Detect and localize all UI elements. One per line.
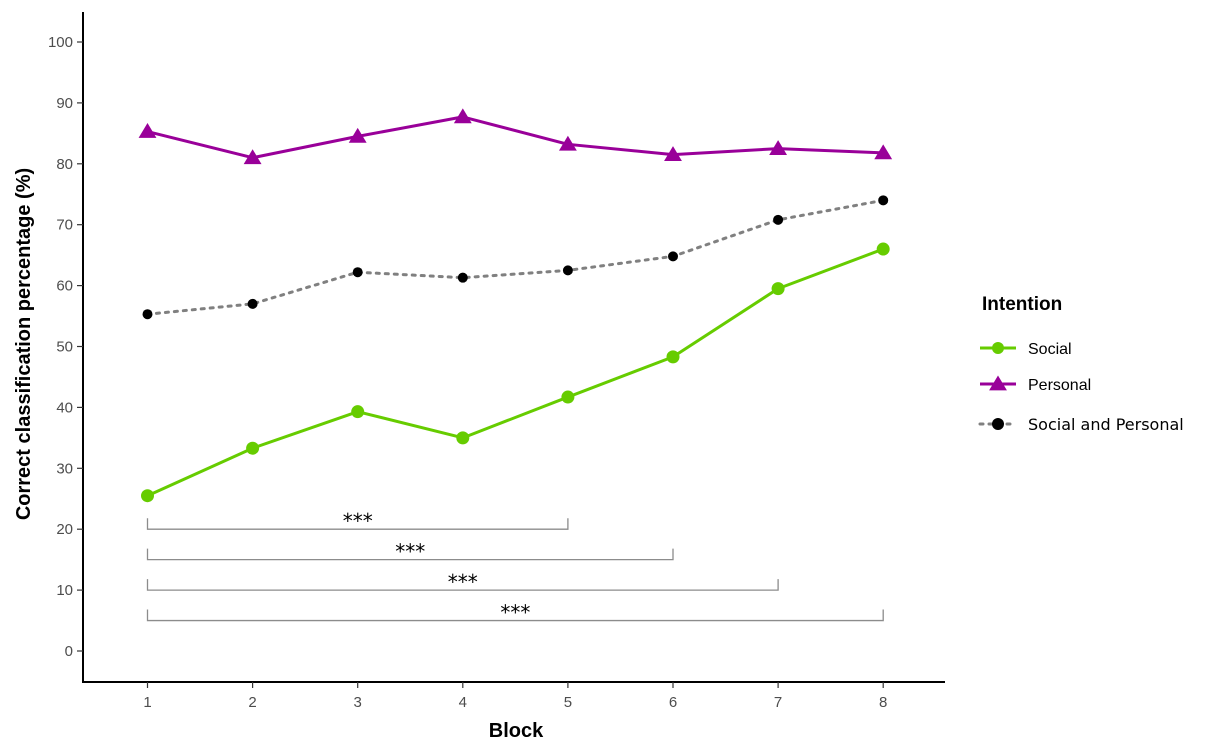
series-line	[146, 198, 885, 316]
bracket-line	[146, 548, 674, 561]
legend-title: Intention	[982, 294, 1062, 315]
significance-bracket: ***	[146, 509, 569, 533]
data-point	[243, 149, 262, 165]
data-point	[878, 195, 889, 206]
bracket-label: ***	[448, 570, 478, 594]
y-tick-label: 0	[65, 643, 73, 660]
data-point	[773, 214, 784, 225]
x-tick-label: 1	[143, 694, 151, 711]
x-tick-label: 6	[669, 694, 677, 711]
data-point	[668, 251, 678, 262]
series-line	[146, 247, 884, 498]
axes: 0 10 20 30 40 50 60 70 80 90 100 1 2 3 4 5 6 7 8 Block Corre…	[13, 12, 945, 742]
plot-area: *** *** *** ***	[138, 108, 893, 625]
data-point	[771, 282, 785, 296]
data-point	[141, 489, 154, 503]
legend-item: Personal	[980, 375, 1091, 394]
y-tick-label: 100	[48, 34, 73, 51]
x-tick-label: 4	[459, 694, 467, 711]
bracket-line	[146, 609, 884, 622]
y-tick-label: 10	[56, 582, 73, 599]
significance-bracket: ***	[146, 601, 884, 625]
data-point	[456, 431, 470, 445]
bracket-line	[146, 579, 779, 591]
data-point	[352, 267, 363, 278]
data-point	[561, 390, 575, 404]
y-tick-label: 80	[56, 156, 73, 173]
y-tick-label: 40	[56, 399, 73, 416]
data-point	[664, 146, 682, 162]
legend-label: Social and Personal	[1028, 415, 1184, 434]
data-point	[348, 127, 367, 143]
bracket-label: ***	[395, 540, 425, 564]
x-axis-title: Block	[489, 720, 544, 742]
x-tick-label: 7	[774, 694, 782, 711]
legend-label: Social	[1028, 341, 1072, 358]
y-tick-label: 90	[56, 95, 73, 112]
significance-bracket: ***	[146, 540, 674, 564]
y-tick-label: 50	[56, 339, 73, 356]
significance-bracket: ***	[146, 570, 779, 594]
series-social	[141, 242, 890, 503]
legend-item: Social	[980, 341, 1072, 358]
data-point	[562, 265, 573, 276]
data-point	[351, 405, 365, 419]
data-point	[992, 342, 1004, 354]
data-point	[666, 350, 680, 364]
y-tick-label: 20	[56, 521, 73, 538]
y-tick-label: 70	[56, 217, 73, 234]
series-social-and-personal	[142, 195, 889, 320]
series-line	[147, 115, 884, 160]
data-point	[989, 375, 1007, 391]
y-tick-label: 30	[56, 460, 73, 477]
legend: Intention Social Personal Social and Person…	[978, 294, 1184, 434]
data-point	[246, 441, 260, 455]
data-point	[874, 144, 893, 160]
legend-label: Personal	[1028, 377, 1091, 394]
y-tick-label: 60	[56, 278, 73, 295]
x-tick-label: 5	[564, 694, 572, 711]
data-point	[457, 272, 468, 283]
data-point	[453, 108, 472, 124]
data-point	[142, 309, 153, 320]
data-point	[876, 242, 890, 256]
y-axis-title: Correct classification percentage (%)	[13, 168, 35, 520]
data-point	[138, 123, 157, 138]
x-tick-label: 3	[354, 694, 362, 711]
data-point	[992, 418, 1004, 430]
legend-item: Social and Personal	[978, 415, 1184, 434]
x-tick-label: 2	[248, 694, 256, 711]
series-personal	[138, 108, 893, 165]
x-tick-label: 8	[879, 694, 887, 711]
bracket-label: ***	[343, 509, 373, 533]
data-point	[769, 140, 788, 155]
bracket-line	[146, 518, 569, 530]
data-point	[558, 135, 577, 151]
data-point	[247, 298, 258, 309]
bracket-label: ***	[500, 601, 530, 625]
